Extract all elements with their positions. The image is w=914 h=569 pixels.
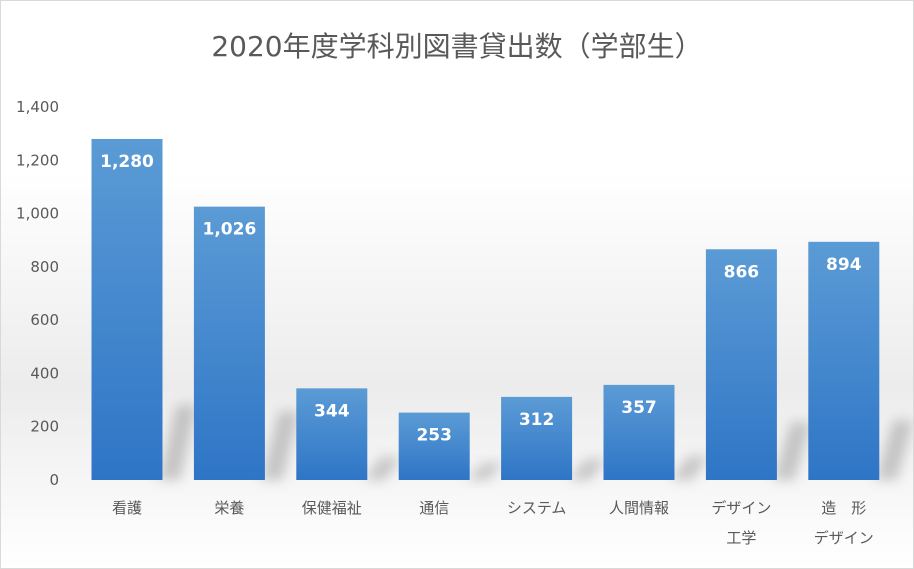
bar-2	[296, 388, 368, 480]
x-tick-label: デザイン	[814, 529, 874, 547]
data-label: 344	[314, 401, 350, 421]
y-tick-label: 1,400	[16, 98, 59, 116]
y-tick-label: 200	[30, 418, 59, 436]
bar-3	[398, 412, 470, 480]
bar-shadow	[670, 456, 709, 480]
x-tick-label: 通信	[419, 499, 449, 517]
data-label: 253	[416, 426, 452, 446]
x-tick-label: 人間情報	[609, 499, 669, 517]
bar-shadow	[568, 459, 607, 480]
bar-shadow	[363, 457, 402, 480]
y-tick-label: 600	[30, 311, 59, 329]
data-label: 1,280	[100, 152, 154, 172]
y-tick-label: 800	[30, 258, 59, 276]
data-label: 357	[621, 398, 657, 418]
bar-shadow	[772, 422, 811, 480]
bar-6	[705, 249, 777, 480]
x-tick-label: 保健福祉	[302, 499, 362, 517]
x-tick-label: 看護	[112, 499, 142, 517]
data-label: 894	[826, 255, 862, 275]
bar-1	[193, 206, 265, 480]
bar-shadow	[875, 420, 913, 480]
x-tick-label: 工学	[726, 529, 756, 547]
y-tick-label: 0	[49, 471, 59, 489]
y-tick-label: 1,200	[16, 151, 59, 169]
bar-7	[808, 241, 880, 480]
bar-shadow	[465, 463, 504, 480]
bar-shadow	[158, 405, 197, 480]
x-tick-label: 栄養	[214, 499, 244, 517]
data-label: 866	[724, 262, 760, 282]
data-label: 312	[519, 410, 555, 430]
y-tick-label: 1,000	[16, 205, 59, 223]
bar-4	[501, 396, 573, 480]
bar-0	[91, 138, 163, 480]
data-label: 1,026	[203, 220, 257, 240]
x-tick-label: 造 形	[821, 499, 866, 517]
bar-5	[603, 384, 675, 480]
x-tick-label: システム	[507, 499, 567, 517]
y-tick-label: 400	[30, 364, 59, 382]
x-tick-label: デザイン	[711, 499, 771, 517]
chart-title: 2020年度学科別図書貸出数（学部生）	[211, 30, 703, 63]
bar-shadow	[260, 411, 299, 480]
